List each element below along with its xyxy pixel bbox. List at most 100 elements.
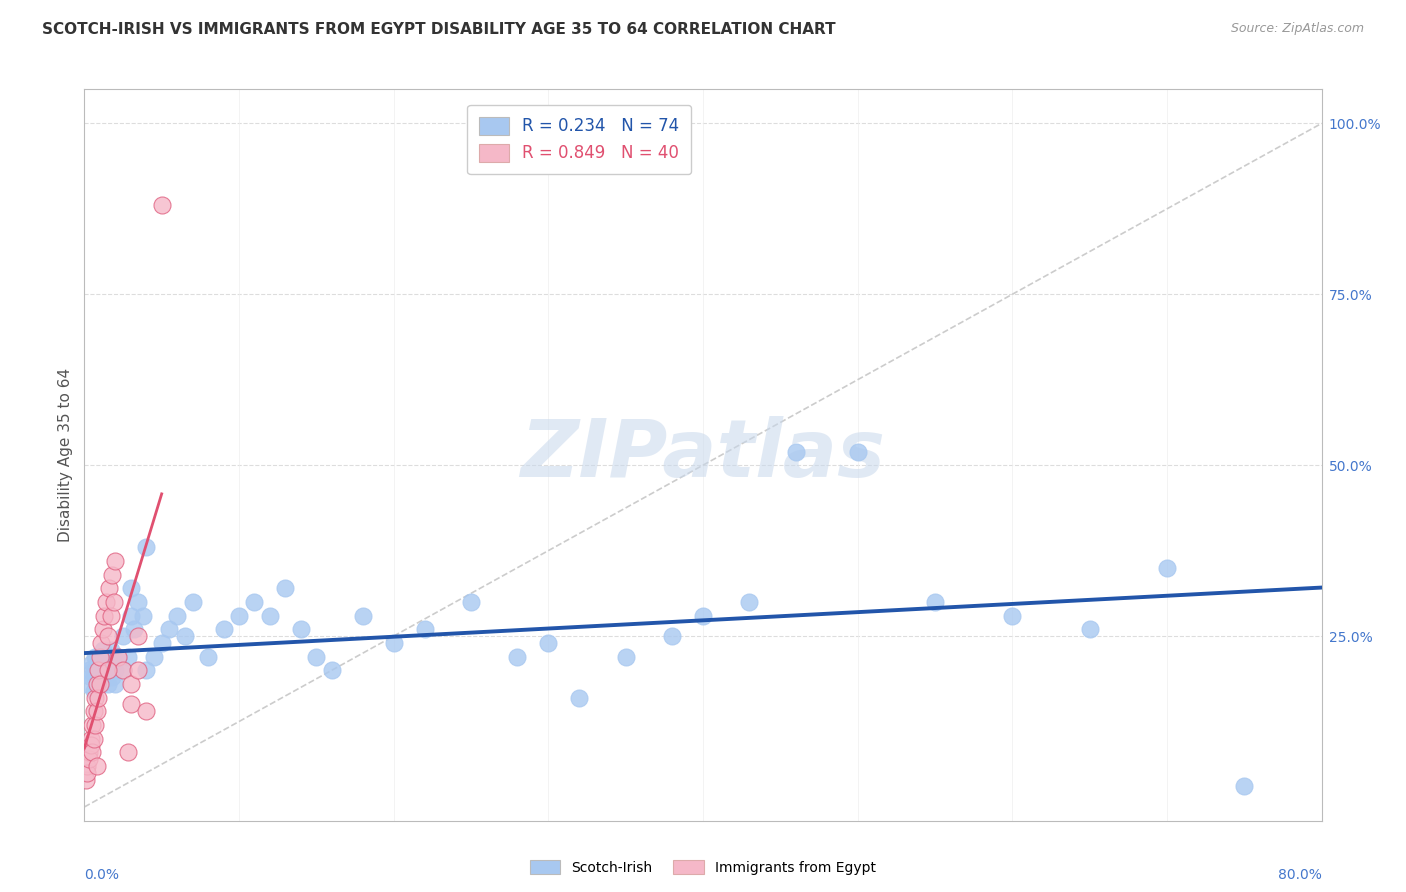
Point xyxy=(77,663,100,677)
Point xyxy=(120,698,142,712)
Point xyxy=(103,595,125,609)
Point xyxy=(76,759,98,773)
Legend: Scotch-Irish, Immigrants from Egypt: Scotch-Irish, Immigrants from Egypt xyxy=(524,855,882,880)
Point xyxy=(661,629,683,643)
Point xyxy=(259,608,281,623)
Text: 80.0%: 80.0% xyxy=(1278,868,1322,882)
Point xyxy=(107,649,129,664)
Point xyxy=(122,622,145,636)
Point xyxy=(120,581,142,595)
Point xyxy=(83,683,105,698)
Point xyxy=(112,629,135,643)
Point xyxy=(212,622,235,636)
Point xyxy=(413,622,436,636)
Point xyxy=(1001,608,1024,623)
Point xyxy=(785,444,807,458)
Point xyxy=(181,595,204,609)
Point xyxy=(83,704,105,718)
Y-axis label: Disability Age 35 to 64: Disability Age 35 to 64 xyxy=(58,368,73,542)
Point xyxy=(86,704,108,718)
Point xyxy=(1233,780,1256,794)
Point xyxy=(97,677,120,691)
Point xyxy=(93,608,115,623)
Point xyxy=(79,739,101,753)
Point xyxy=(150,198,173,212)
Point xyxy=(94,595,117,609)
Text: 0.0%: 0.0% xyxy=(84,868,120,882)
Point xyxy=(79,670,101,684)
Point xyxy=(94,663,117,677)
Point xyxy=(104,677,127,691)
Text: SCOTCH-IRISH VS IMMIGRANTS FROM EGYPT DISABILITY AGE 35 TO 64 CORRELATION CHART: SCOTCH-IRISH VS IMMIGRANTS FROM EGYPT DI… xyxy=(42,22,835,37)
Point xyxy=(846,444,869,458)
Point xyxy=(135,663,157,677)
Point xyxy=(82,745,104,759)
Point xyxy=(79,731,101,746)
Point xyxy=(143,649,166,664)
Point xyxy=(150,636,173,650)
Point xyxy=(83,731,105,746)
Point xyxy=(104,554,127,568)
Point xyxy=(87,690,110,705)
Point xyxy=(77,752,100,766)
Point xyxy=(84,670,107,684)
Point xyxy=(89,649,111,664)
Point xyxy=(274,581,297,595)
Point xyxy=(98,663,121,677)
Point xyxy=(128,663,150,677)
Point xyxy=(382,636,405,650)
Point xyxy=(89,663,111,677)
Point xyxy=(90,657,112,671)
Point xyxy=(135,704,157,718)
Point xyxy=(101,670,124,684)
Point xyxy=(537,636,560,650)
Point xyxy=(166,608,188,623)
Point xyxy=(97,629,120,643)
Point xyxy=(84,649,107,664)
Point xyxy=(93,670,115,684)
Point xyxy=(84,718,107,732)
Text: Source: ZipAtlas.com: Source: ZipAtlas.com xyxy=(1230,22,1364,36)
Point xyxy=(87,657,110,671)
Text: ZIPatlas: ZIPatlas xyxy=(520,416,886,494)
Point xyxy=(101,567,124,582)
Point xyxy=(290,622,312,636)
Point xyxy=(84,690,107,705)
Point xyxy=(89,649,111,664)
Point xyxy=(352,608,374,623)
Point xyxy=(87,670,110,684)
Point xyxy=(132,608,155,623)
Point xyxy=(76,765,98,780)
Point xyxy=(87,663,110,677)
Point xyxy=(1156,560,1178,574)
Point xyxy=(135,540,157,554)
Point xyxy=(305,649,328,664)
Point xyxy=(90,677,112,691)
Point xyxy=(107,649,129,664)
Point xyxy=(103,657,125,671)
Point xyxy=(89,677,111,691)
Point xyxy=(117,649,139,664)
Point xyxy=(82,657,104,671)
Point xyxy=(97,649,120,664)
Point xyxy=(117,745,139,759)
Point xyxy=(460,595,482,609)
Point xyxy=(86,759,108,773)
Point xyxy=(98,657,121,671)
Point xyxy=(100,608,122,623)
Point xyxy=(93,657,115,671)
Point xyxy=(614,649,637,664)
Legend: R = 0.234   N = 74, R = 0.849   N = 40: R = 0.234 N = 74, R = 0.849 N = 40 xyxy=(467,105,692,174)
Point xyxy=(86,663,108,677)
Point xyxy=(83,663,105,677)
Point xyxy=(91,642,114,657)
Point xyxy=(128,629,150,643)
Point xyxy=(159,622,181,636)
Point xyxy=(120,608,142,623)
Point xyxy=(75,772,97,787)
Point xyxy=(120,677,142,691)
Point xyxy=(91,663,114,677)
Point xyxy=(86,677,108,691)
Point xyxy=(228,608,250,623)
Point xyxy=(738,595,761,609)
